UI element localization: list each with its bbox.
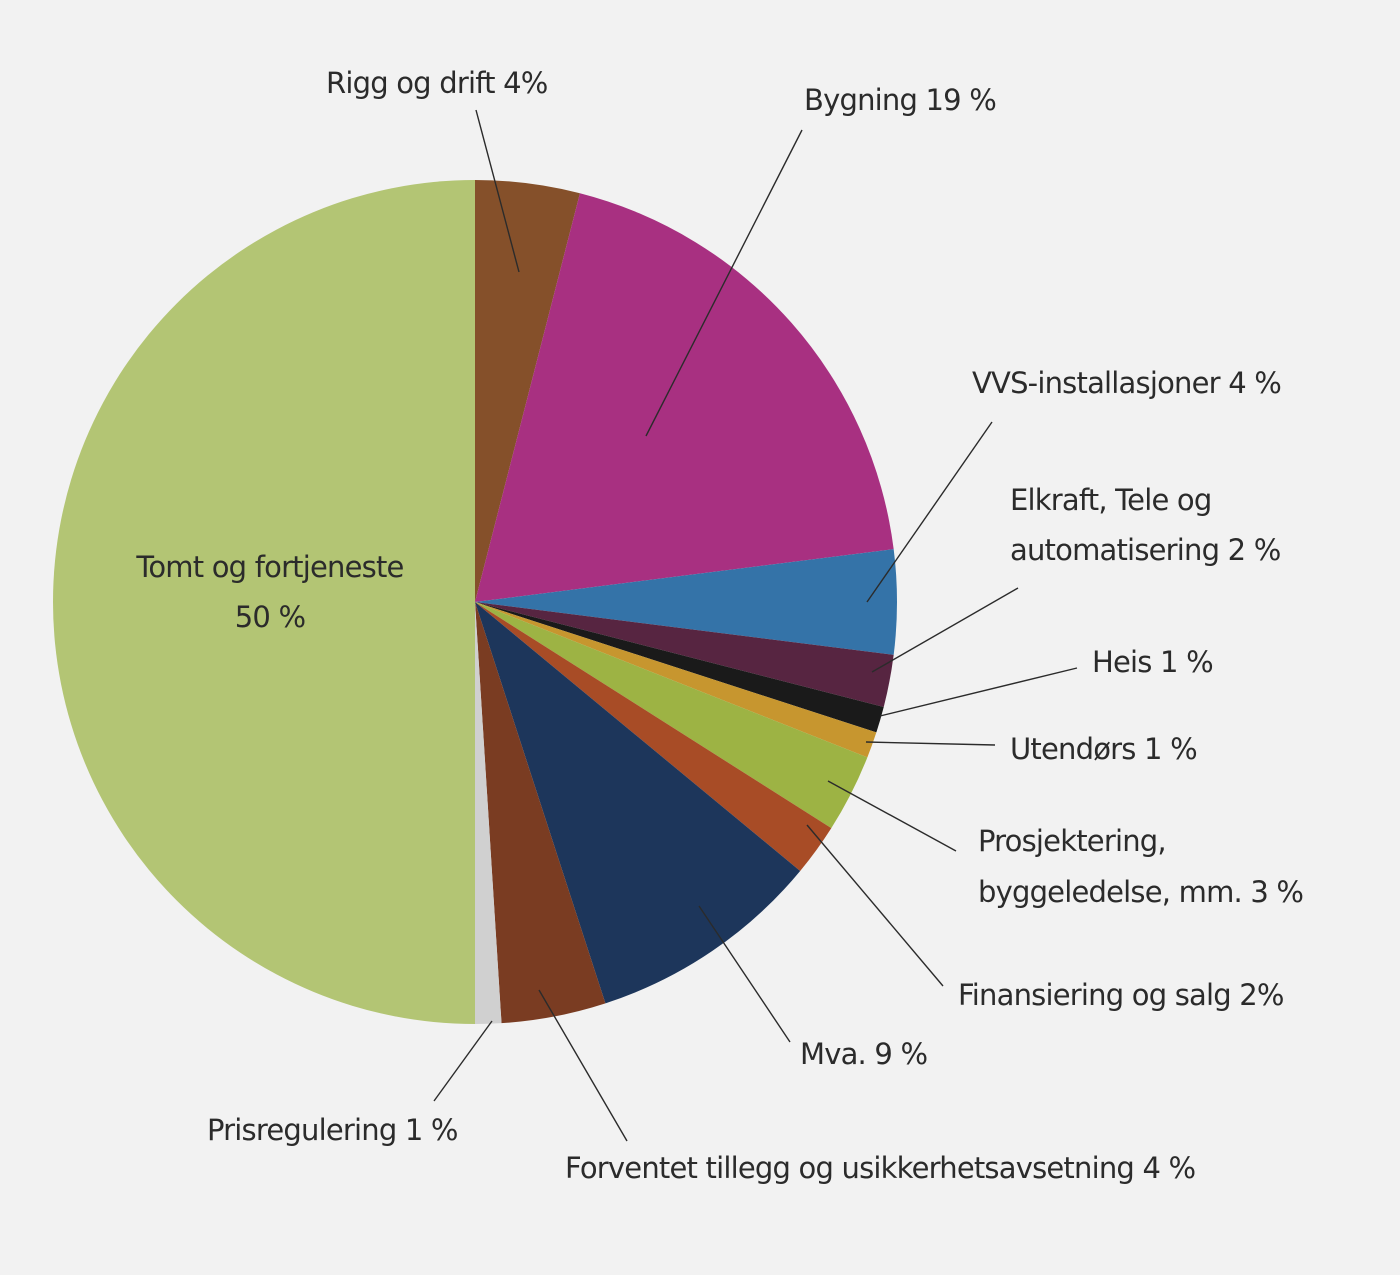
label-elkraft-line1: Elkraft, Tele og (1010, 483, 1211, 517)
pie-slice-10 (475, 602, 606, 1024)
label-prosjektering-line2: byggeledelse, mm. 3 % (978, 875, 1303, 909)
leader-line-11 (433, 1020, 493, 1102)
leader-line-4 (871, 587, 1019, 673)
label-prisregulering: Prisregulering 1 % (207, 1113, 458, 1147)
leader-line-9 (698, 905, 791, 1043)
leader-line-2 (645, 129, 803, 437)
pie-slices (53, 180, 897, 1024)
label-vvs: VVS-installasjoner 4 % (972, 366, 1281, 400)
pie-slice-11 (475, 602, 502, 1024)
pie-slice-4 (475, 602, 894, 707)
leader-line-8 (806, 824, 944, 987)
label-mva: Mva. 9 % (800, 1037, 927, 1071)
pie-slice-5 (475, 602, 884, 733)
pie-slice-7 (475, 602, 868, 829)
leader-line-7 (827, 780, 957, 852)
label-prosjektering-line1: Prosjektering, (978, 824, 1166, 858)
leader-line-1 (475, 109, 520, 273)
label-tomt-line2: 50 % (235, 600, 305, 634)
label-rigg: Rigg og drift 4% (326, 66, 548, 100)
leader-line-6 (865, 741, 996, 746)
slice-labels: Rigg og drift 4% Bygning 19 % VVS-instal… (135, 66, 1304, 1185)
pie-slice-2 (475, 193, 894, 602)
label-finansiering: Finansiering og salg 2% (958, 978, 1284, 1012)
label-forventet: Forventet tillegg og usikkerhetsavsetnin… (565, 1151, 1195, 1185)
label-bygning: Bygning 19 % (804, 83, 996, 117)
label-heis: Heis 1 % (1092, 645, 1213, 679)
label-elkraft-line2: automatisering 2 % (1010, 533, 1280, 567)
leader-line-3 (866, 421, 993, 603)
pie-slice-3 (475, 549, 897, 655)
leader-lines (433, 109, 1078, 1142)
label-utendors: Utendørs 1 % (1010, 732, 1197, 766)
leader-line-10 (538, 989, 628, 1142)
pie-slice-8 (475, 602, 832, 871)
label-tomt-line1: Tomt og fortjeneste (135, 550, 403, 584)
pie-slice-9 (475, 602, 801, 1004)
pie-slice-12 (53, 180, 475, 1024)
leader-line-5 (879, 667, 1078, 717)
pie-slice-1 (475, 180, 580, 602)
pie-slice-6 (475, 602, 877, 758)
